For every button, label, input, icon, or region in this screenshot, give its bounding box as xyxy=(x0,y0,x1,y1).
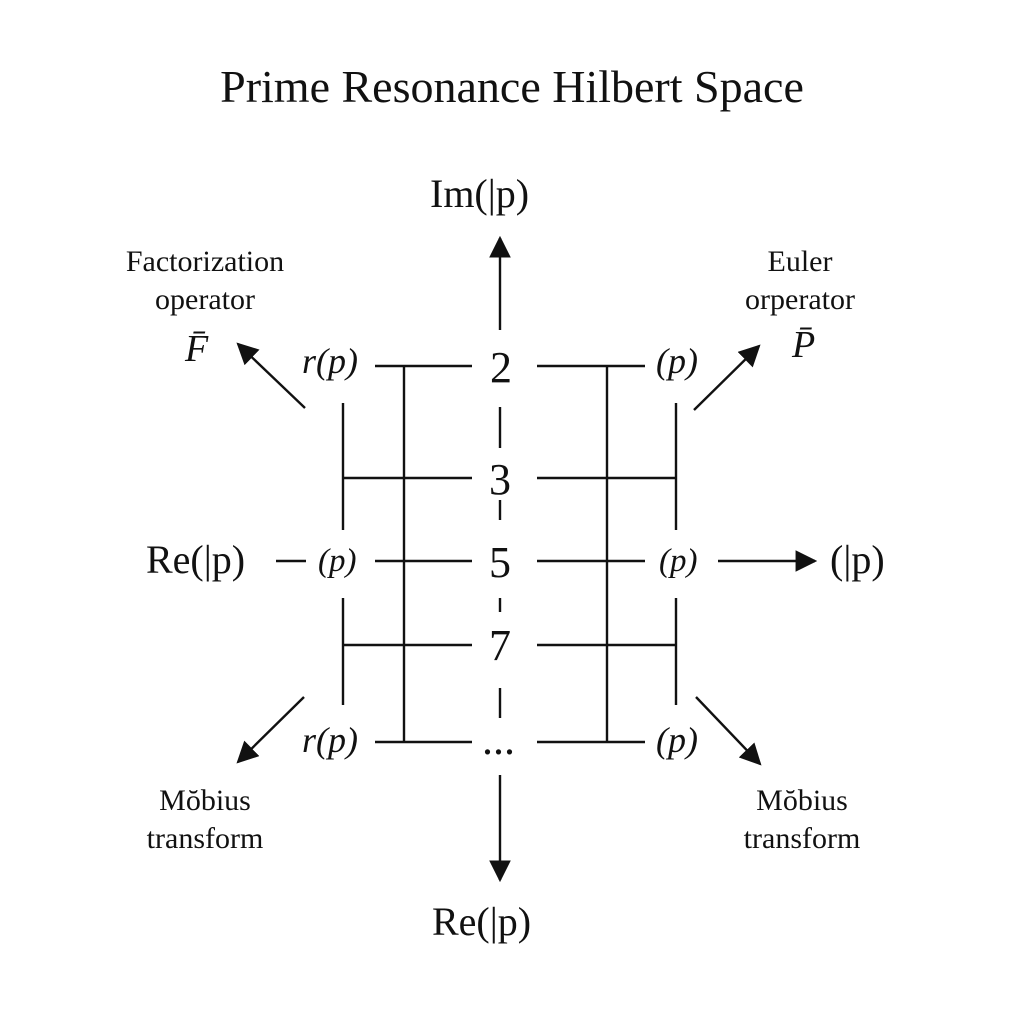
imaginary-axis-label: Im(|p) xyxy=(430,171,530,216)
mobius-left-label: Mŏbius transform xyxy=(105,782,305,857)
prime-label: 7 xyxy=(489,621,511,670)
node-label-right-top: (p) xyxy=(656,341,698,381)
node-label-left-bottom: r(p) xyxy=(302,720,358,760)
prime-label: 2 xyxy=(490,343,512,392)
factorization-operator-name: Factorization operator xyxy=(100,243,310,318)
euler-line1: Euler xyxy=(767,245,833,278)
diagram-title: Prime Resonance Hilbert Space xyxy=(220,61,804,112)
euler-operator-name: Euler orperator xyxy=(700,243,900,318)
node-label-right-mid: (p) xyxy=(659,543,698,579)
right-axis-label: (|p) xyxy=(830,537,885,582)
factorization-arrow xyxy=(236,342,306,409)
prime-ellipsis: ... xyxy=(482,715,515,764)
node-label-right-bottom: (p) xyxy=(656,720,698,760)
euler-arrow xyxy=(693,344,761,411)
mobius-right-line2: transform xyxy=(743,821,861,855)
mobius-right-line1: Mŏbius xyxy=(756,784,848,817)
mobius-left-line1: Mŏbius xyxy=(159,784,251,817)
factorization-line1: Factorization xyxy=(125,245,285,278)
prime-label: 5 xyxy=(489,538,511,587)
mobius-left-line2: transform xyxy=(146,821,264,855)
factorization-line2: operator xyxy=(155,282,255,316)
mobius-left-arrow xyxy=(236,696,305,764)
mobius-right-label: Mŏbius transform xyxy=(702,782,902,857)
node-label-left-mid: (p) xyxy=(318,543,357,579)
euler-line2: orperator xyxy=(745,282,855,316)
factorization-symbol: F̄ xyxy=(185,328,209,370)
prime-label: 3 xyxy=(489,455,511,504)
mobius-right-arrow xyxy=(695,696,762,766)
real-axis-left-label: Re(|p) xyxy=(146,537,246,582)
real-axis-bottom-label: Re(|p) xyxy=(432,899,532,944)
node-label-left-top: r(p) xyxy=(302,341,358,381)
euler-symbol: P̄ xyxy=(792,324,816,366)
